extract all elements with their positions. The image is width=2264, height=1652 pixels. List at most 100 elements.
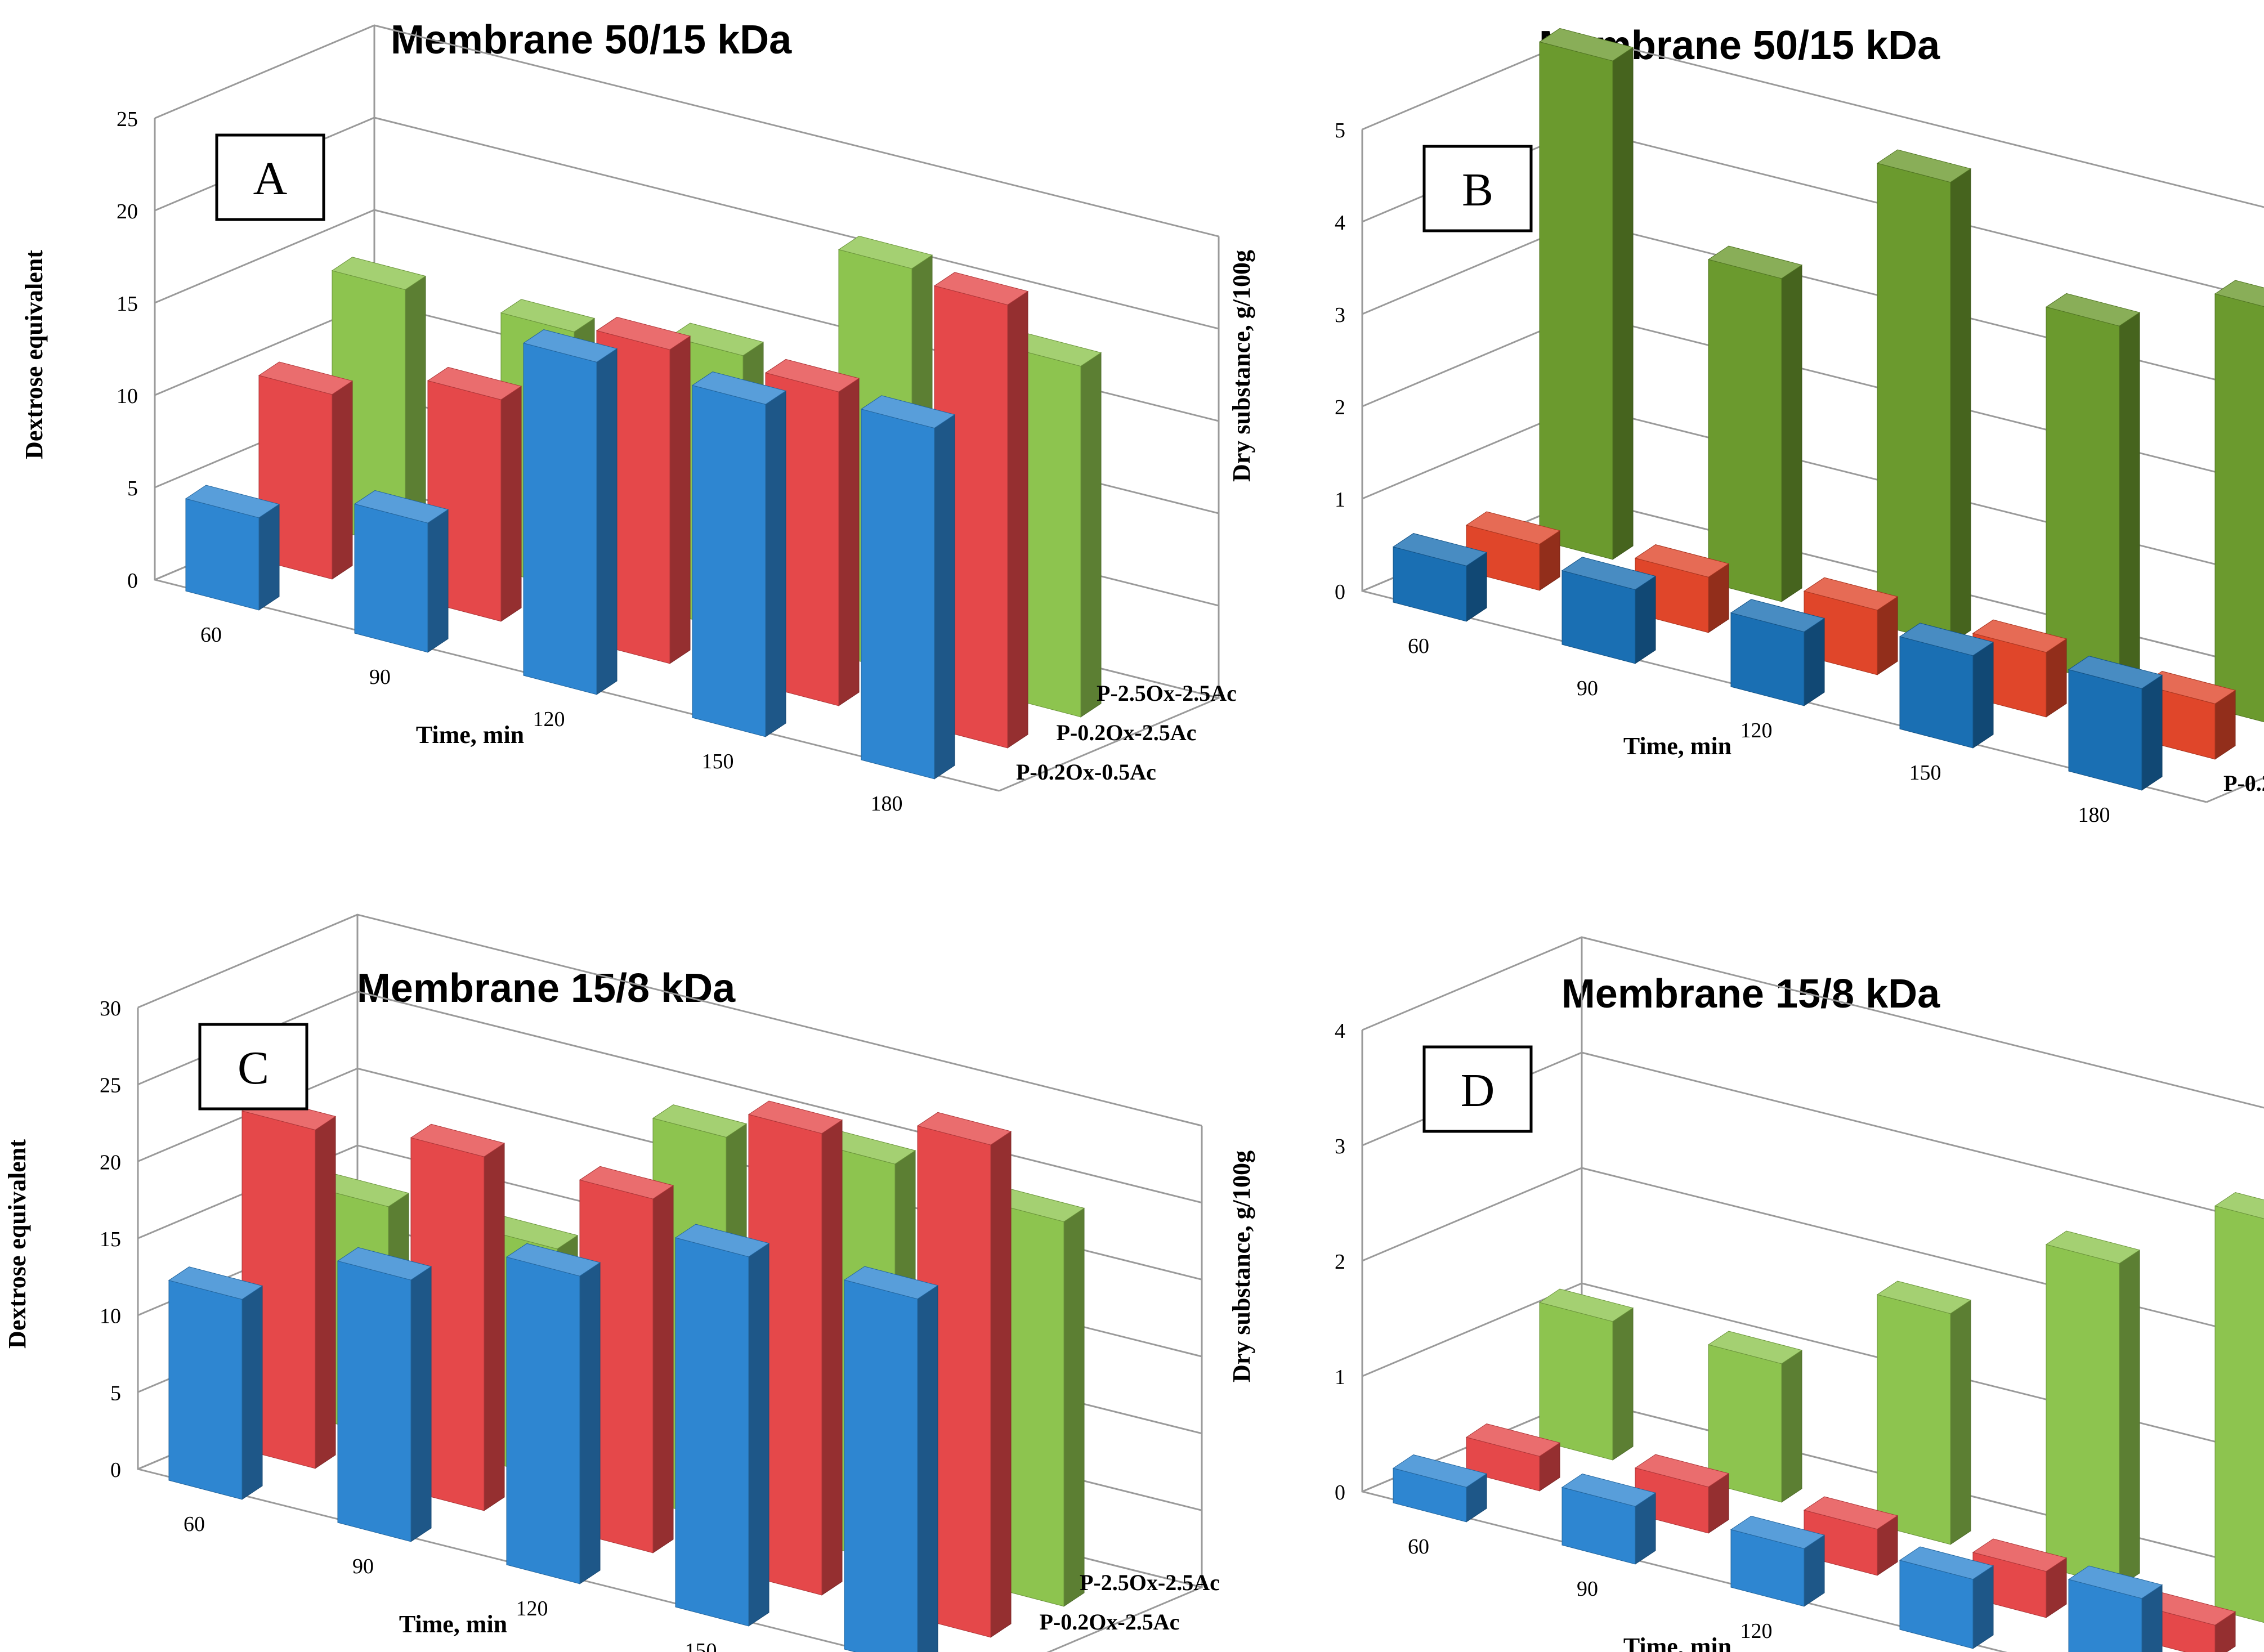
y-tick-label: 2: [1335, 396, 1345, 419]
bar: [1877, 1294, 1951, 1545]
series-label: P-0.2Ox-0.5Ac: [2223, 771, 2264, 796]
bar-top: [500, 299, 596, 333]
bar-side: [241, 1285, 263, 1500]
y-tick-label: 2: [1335, 1250, 1345, 1274]
x-axis-label: Time, min: [1623, 732, 1731, 760]
panel-letter: C: [238, 1042, 269, 1094]
bar-top: [1538, 28, 1634, 61]
bar-top: [337, 1247, 432, 1281]
bar: [1708, 259, 1782, 602]
bar-top: [669, 323, 764, 356]
panel-letter: A: [253, 153, 288, 205]
bar-side: [748, 1242, 769, 1627]
bar-top: [843, 1266, 939, 1300]
series-label: P-2.5Ox-2.5Ac: [1097, 681, 1237, 706]
bar-side: [669, 335, 691, 664]
floor-edge: [999, 697, 1219, 792]
series-label: P-0.2Ox-0.5Ac: [999, 1649, 1139, 1652]
x-tick-label: 120: [533, 708, 565, 731]
bar-top: [838, 235, 933, 269]
bar: [337, 1260, 411, 1542]
series-label: P-0.2Ox-0.5Ac: [1016, 759, 1156, 785]
bar: [844, 1279, 918, 1652]
bar-top: [579, 1166, 674, 1199]
y-tick-label: 0: [1335, 1481, 1345, 1505]
bar-top: [2045, 293, 2141, 326]
bar-side: [484, 1143, 505, 1511]
y-axis-label: Dry substance, g/100g: [1228, 1150, 1255, 1382]
y-tick-label: 1: [1335, 488, 1345, 512]
panel-c: Membrane 15/8 kDa05101520253060901201501…: [3, 914, 1220, 1652]
bar: [861, 409, 935, 780]
bar-top: [1803, 577, 1899, 611]
y-tick-label: 30: [100, 997, 121, 1020]
bar-top: [1561, 557, 1657, 590]
bar-top: [427, 366, 522, 400]
x-tick-label: 120: [1740, 719, 1773, 742]
panel-letter-box: [1422, 145, 1533, 232]
bar: [1539, 41, 1613, 560]
y-tick-label: 5: [110, 1381, 121, 1405]
bar-top: [1392, 1454, 1488, 1488]
bar: [692, 384, 766, 737]
panel-b: Membrane 50/15 kDa0123456090120150180P-0…: [1228, 23, 2264, 827]
panel-letter-box: [1422, 1045, 1533, 1133]
panel-letter: D: [1461, 1064, 1495, 1117]
x-tick-label: 180: [871, 792, 903, 816]
chart-title: Membrane 15/8 kDa: [1561, 971, 1940, 1017]
bar-side: [2141, 674, 2163, 791]
series-label: P-2.5Ox-2.5Ac: [1080, 1570, 1220, 1595]
bar-side: [315, 1116, 336, 1469]
x-tick-label: 150: [702, 750, 734, 773]
y-tick-label: 4: [1335, 211, 1345, 235]
y-tick-label: 0: [127, 569, 138, 593]
bar: [185, 498, 259, 611]
bar-side: [1781, 1349, 1802, 1503]
series-label: P-0.2Ox-2.5Ac: [1057, 720, 1197, 745]
x-tick-label: 60: [1408, 1535, 1429, 1559]
bar-top: [185, 485, 280, 518]
series-label: P-0.2Ox-2.5Ac: [1040, 1609, 1180, 1635]
bar-top: [933, 272, 1029, 306]
x-tick-label: 120: [516, 1597, 548, 1620]
bar-side: [579, 1262, 601, 1584]
bar-top: [2068, 1565, 2163, 1599]
bar-top: [258, 361, 354, 395]
bar: [2046, 1244, 2120, 1587]
bar-top: [1538, 1288, 1634, 1322]
bar-top: [331, 257, 427, 290]
y-tick-label: 25: [100, 1074, 121, 1098]
bar-side: [821, 1119, 843, 1596]
x-tick-label: 90: [369, 665, 391, 689]
bar-side: [427, 509, 449, 653]
chart-title: Membrane 50/15 kDa: [391, 17, 792, 62]
bar-side: [1972, 641, 1994, 749]
x-tick-label: 60: [184, 1512, 205, 1536]
bar-top: [505, 1243, 601, 1277]
x-axis-label: Time, min: [1623, 1633, 1731, 1652]
bar-top: [1634, 1454, 1730, 1488]
bar-top: [1876, 149, 1972, 183]
bar-side: [596, 348, 618, 695]
bar-top: [1899, 1546, 1994, 1580]
bar: [354, 503, 428, 653]
x-tick-label: 150: [1909, 761, 1941, 785]
bar-top: [916, 1112, 1012, 1145]
y-axis-label: Dry substance, g/100g: [1228, 250, 1255, 482]
bar-top: [522, 329, 618, 362]
bar-side: [917, 1284, 938, 1652]
y-tick-label: 0: [1335, 580, 1345, 604]
bar: [2068, 669, 2142, 791]
bar-top: [691, 371, 787, 405]
x-tick-label: 60: [200, 623, 222, 647]
bar: [1877, 163, 1951, 644]
chart-title: Membrane 15/8 kDa: [357, 966, 736, 1011]
panel-letter-box: [215, 133, 325, 221]
y-tick-label: 5: [127, 477, 138, 500]
bar-side: [990, 1131, 1012, 1638]
bar-top: [2068, 656, 2163, 689]
panel-letter: B: [1462, 164, 1493, 216]
bar-side: [1080, 352, 1102, 718]
panel-letter-box: [198, 1023, 308, 1111]
